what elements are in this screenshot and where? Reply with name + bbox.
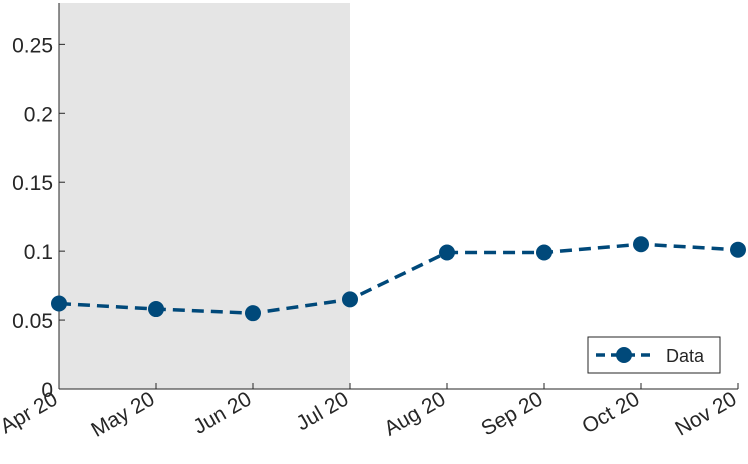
data-point <box>245 305 261 322</box>
data-point <box>148 301 164 318</box>
data-point <box>536 244 552 261</box>
x-tick-label: Apr 20 <box>0 387 61 438</box>
x-tick-label: Nov 20 <box>671 387 740 440</box>
shaded-region <box>59 3 350 389</box>
legend-marker-sample <box>616 347 632 363</box>
x-tick-label: Jun 20 <box>189 387 255 438</box>
y-tick-label: 0.15 <box>12 172 53 195</box>
y-tick-label: 0.05 <box>12 310 53 333</box>
data-point <box>633 236 649 253</box>
x-tick-label: Jul 20 <box>292 387 352 435</box>
legend-box <box>587 336 721 374</box>
y-tick-label: 0.2 <box>24 103 53 126</box>
data-point <box>342 291 358 308</box>
y-tick-label: 0.1 <box>24 241 53 264</box>
y-tick-label: 0.25 <box>12 34 53 57</box>
data-point <box>730 241 746 258</box>
x-tick-labels: Apr 20 May 20 Jun 20 Jul 20 Aug 20 Sep 20 Oct … <box>0 387 741 441</box>
x-tick-label: Sep 20 <box>477 387 546 440</box>
x-tick-label: May 20 <box>87 387 158 441</box>
axes <box>58 3 739 390</box>
shaded-region-layer <box>59 3 350 389</box>
x-tick-label: Oct 20 <box>578 387 643 438</box>
series-layer <box>51 236 746 322</box>
series-line <box>58 242 739 315</box>
legend-label: Data <box>666 346 705 366</box>
data-point <box>439 244 455 261</box>
legend: Data <box>587 336 721 374</box>
x-tick-label: Aug 20 <box>380 387 449 440</box>
y-tick-labels: 0 0.05 0.1 0.15 0.2 0.25 <box>12 34 53 402</box>
data-point <box>51 295 67 312</box>
y-tick-label: 0 <box>41 379 53 402</box>
